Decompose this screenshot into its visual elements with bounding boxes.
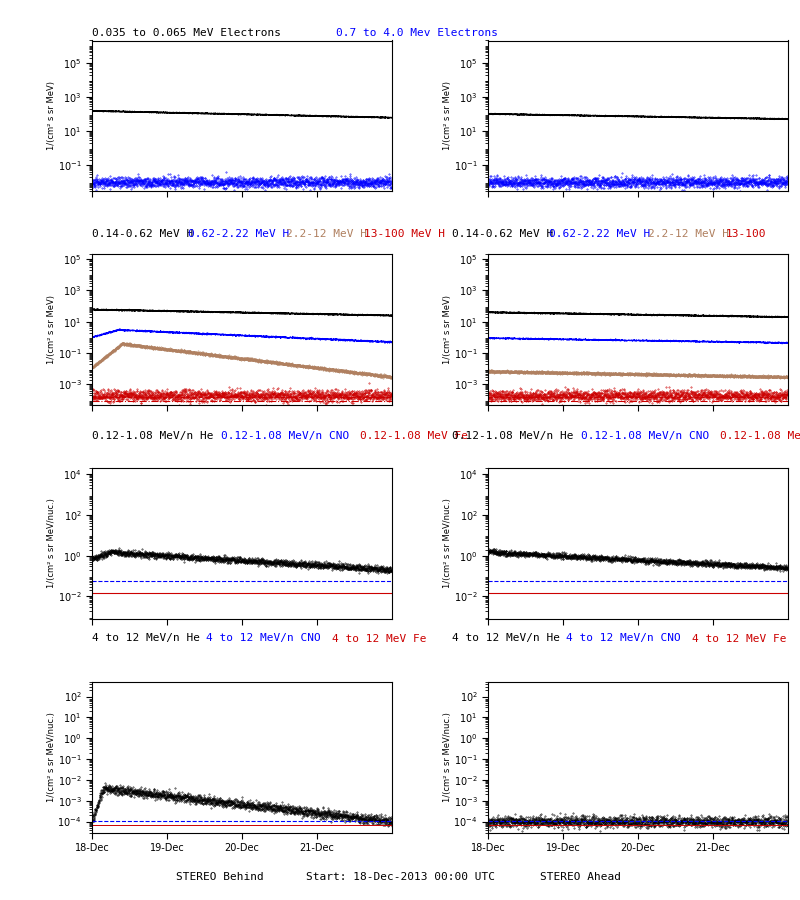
Y-axis label: 1/(cm² s sr MeV): 1/(cm² s sr MeV): [47, 81, 56, 150]
Text: 4 to 12 MeV Fe: 4 to 12 MeV Fe: [332, 634, 426, 643]
Y-axis label: 1/(cm² s sr MeV/nuc.): 1/(cm² s sr MeV/nuc.): [47, 499, 57, 589]
Text: 0.14-0.62 MeV H: 0.14-0.62 MeV H: [452, 230, 554, 239]
Y-axis label: 1/(cm² s sr MeV/nuc.): 1/(cm² s sr MeV/nuc.): [443, 499, 453, 589]
Text: 4 to 12 MeV Fe: 4 to 12 MeV Fe: [692, 634, 786, 643]
Text: 4 to 12 MeV/n He: 4 to 12 MeV/n He: [92, 634, 200, 643]
Text: 13-100 MeV H: 13-100 MeV H: [364, 230, 445, 239]
Text: 0.62-2.22 MeV H: 0.62-2.22 MeV H: [549, 230, 650, 239]
Text: 0.12-1.08 MeV/n He: 0.12-1.08 MeV/n He: [92, 431, 214, 441]
Text: 0.12-1.08 MeV/n He: 0.12-1.08 MeV/n He: [452, 431, 574, 441]
Y-axis label: 1/(cm² s sr MeV): 1/(cm² s sr MeV): [47, 295, 56, 364]
Text: 0.12-1.08 MeV/n CNO: 0.12-1.08 MeV/n CNO: [581, 431, 709, 441]
Text: 0.035 to 0.065 MeV Electrons: 0.035 to 0.065 MeV Electrons: [92, 28, 281, 38]
Text: 4 to 12 MeV/n CNO: 4 to 12 MeV/n CNO: [206, 634, 321, 643]
Text: 0.62-2.22 MeV H: 0.62-2.22 MeV H: [188, 230, 290, 239]
Text: 0.12-1.08 MeV Fe: 0.12-1.08 MeV Fe: [360, 431, 468, 441]
Text: 13-100: 13-100: [726, 230, 766, 239]
Text: 4 to 12 MeV/n He: 4 to 12 MeV/n He: [452, 634, 560, 643]
Y-axis label: 1/(cm² s sr MeV): 1/(cm² s sr MeV): [443, 295, 452, 364]
Text: 0.12-1.08 MeV/n CNO: 0.12-1.08 MeV/n CNO: [221, 431, 349, 441]
Text: STEREO Behind: STEREO Behind: [176, 872, 264, 882]
Y-axis label: 1/(cm² s sr MeV): 1/(cm² s sr MeV): [443, 81, 452, 150]
Text: STEREO Ahead: STEREO Ahead: [539, 872, 621, 882]
Text: 0.7 to 4.0 Mev Electrons: 0.7 to 4.0 Mev Electrons: [336, 28, 498, 38]
Text: 0.14-0.62 MeV H: 0.14-0.62 MeV H: [92, 230, 194, 239]
Text: 4 to 12 MeV/n CNO: 4 to 12 MeV/n CNO: [566, 634, 681, 643]
Text: 2.2-12 MeV H: 2.2-12 MeV H: [286, 230, 367, 239]
Y-axis label: 1/(cm² s sr MeV/nuc.): 1/(cm² s sr MeV/nuc.): [47, 712, 56, 802]
Y-axis label: 1/(cm² s sr MeV/nuc.): 1/(cm² s sr MeV/nuc.): [443, 712, 452, 802]
Text: 0.12-1.08 MeV Fe: 0.12-1.08 MeV Fe: [720, 431, 800, 441]
Text: Start: 18-Dec-2013 00:00 UTC: Start: 18-Dec-2013 00:00 UTC: [306, 872, 494, 882]
Text: 2.2-12 MeV H: 2.2-12 MeV H: [648, 230, 729, 239]
